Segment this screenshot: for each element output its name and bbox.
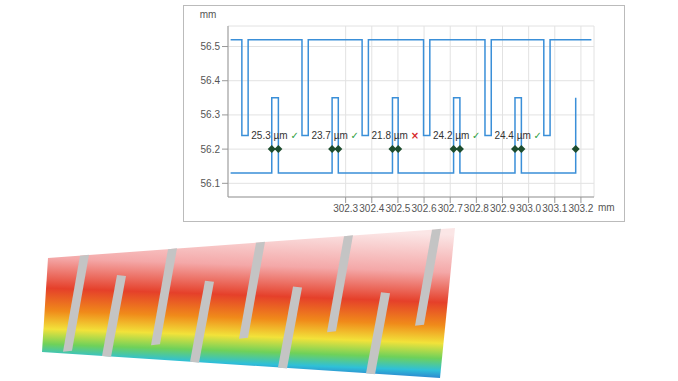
svg-text:24.2 µm ✓: 24.2 µm ✓ [433, 130, 481, 141]
svg-text:56.1: 56.1 [201, 178, 221, 189]
svg-text:302.4: 302.4 [359, 203, 384, 214]
svg-text:mm: mm [598, 202, 615, 213]
svg-text:24.4 µm ✓: 24.4 µm ✓ [494, 130, 542, 141]
svg-text:302.9: 302.9 [490, 203, 515, 214]
svg-text:56.5: 56.5 [201, 41, 221, 52]
svg-text:56.3: 56.3 [201, 109, 221, 120]
svg-text:303.0: 303.0 [516, 203, 541, 214]
svg-text:21.8 µm ×: 21.8 µm × [372, 130, 420, 141]
svg-text:56.4: 56.4 [201, 75, 221, 86]
svg-text:56.2: 56.2 [201, 144, 221, 155]
svg-text:302.7: 302.7 [438, 203, 463, 214]
svg-text:303.1: 303.1 [542, 203, 567, 214]
svg-text:302.8: 302.8 [464, 203, 489, 214]
svg-text:302.5: 302.5 [385, 203, 410, 214]
svg-text:25.3 µm ✓: 25.3 µm ✓ [251, 130, 299, 141]
svg-text:302.6: 302.6 [412, 203, 437, 214]
svg-text:303.2: 303.2 [568, 203, 593, 214]
svg-text:302.3: 302.3 [333, 203, 358, 214]
svg-text:mm: mm [200, 9, 217, 20]
svg-text:23.7 µm ✓: 23.7 µm ✓ [311, 130, 359, 141]
